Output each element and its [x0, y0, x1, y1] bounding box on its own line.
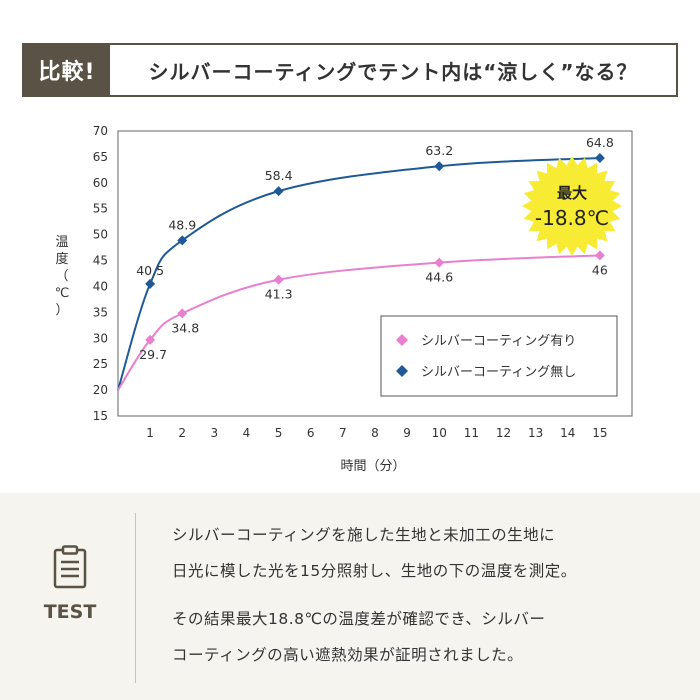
y-tick-label: 35 — [93, 305, 108, 319]
footer-divider — [135, 513, 136, 683]
x-tick-label: 7 — [339, 426, 347, 440]
y-axis-title-char: ℃ — [55, 286, 70, 301]
data-label: 34.8 — [171, 320, 199, 335]
description-paragraph-2: その結果最大18.8℃の温度差が確認でき、シルバー コーティングの高い遮熱効果が… — [172, 601, 545, 673]
y-axis-title-char: ） — [55, 303, 68, 318]
legend-box — [380, 315, 618, 397]
data-label: 29.7 — [139, 347, 167, 362]
description-line: その結果最大18.8℃の温度差が確認でき、シルバー — [172, 610, 546, 628]
description-line: 日光に模した光を15分照射し、生地の下の温度を測定。 — [172, 562, 577, 580]
x-tick-label: 3 — [211, 426, 219, 440]
data-label: 46 — [592, 262, 608, 277]
legend-label: シルバーコーティング有り — [421, 334, 576, 349]
data-point — [177, 235, 188, 246]
y-tick-label: 30 — [93, 331, 108, 345]
x-axis-title: 時間（分） — [340, 459, 405, 474]
max-difference-burst — [522, 156, 622, 256]
y-tick-label: 15 — [93, 409, 108, 423]
data-point — [434, 161, 445, 172]
data-point — [145, 278, 156, 289]
data-label: 64.8 — [586, 135, 614, 150]
x-tick-label: 14 — [560, 426, 575, 440]
y-axis-title-char: 温 — [55, 235, 68, 250]
header-banner: 比較! シルバーコーティングでテント内は“涼しく”なる？ — [22, 43, 678, 97]
data-label: 44.6 — [425, 270, 453, 285]
description-line: シルバーコーティングを施した生地と未加工の生地に — [172, 526, 556, 544]
legend-label: シルバーコーティング無し — [421, 365, 576, 380]
y-tick-label: 50 — [93, 228, 108, 242]
description-line: コーティングの高い遮熱効果が証明されました。 — [172, 646, 524, 664]
y-axis-title-char: 度 — [55, 251, 68, 267]
y-tick-label: 25 — [93, 357, 108, 371]
x-tick-label: 6 — [307, 426, 315, 440]
x-tick-label: 8 — [371, 426, 379, 440]
data-point — [177, 308, 188, 319]
x-tick-label: 5 — [275, 426, 283, 440]
data-label: 58.4 — [265, 168, 293, 183]
header-title: シルバーコーティングでテント内は“涼しく”なる？ — [148, 59, 638, 84]
x-tick-label: 9 — [403, 426, 411, 440]
y-tick-label: 70 — [93, 124, 108, 138]
x-tick-label: 12 — [496, 426, 511, 440]
test-block: TEST — [30, 545, 110, 623]
x-tick-label: 13 — [528, 426, 543, 440]
x-tick-label: 10 — [432, 426, 447, 440]
test-label: TEST — [43, 601, 97, 623]
y-tick-label: 40 — [93, 279, 108, 293]
x-tick-label: 11 — [464, 426, 479, 440]
annotation-line-2: -18.8℃ — [535, 206, 609, 230]
data-point — [145, 334, 156, 345]
y-tick-label: 55 — [93, 202, 108, 216]
description-paragraph-1: シルバーコーティングを施した生地と未加工の生地に 日光に模した光を15分照射し、… — [172, 517, 577, 589]
legend-marker — [396, 365, 408, 377]
data-point — [594, 152, 605, 163]
data-point — [434, 257, 445, 268]
legend-marker — [396, 334, 408, 346]
data-label: 63.2 — [425, 143, 453, 158]
y-axis-title-char: （ — [55, 269, 68, 284]
data-point — [273, 186, 284, 197]
data-label: 41.3 — [265, 287, 293, 302]
data-label: 48.9 — [168, 217, 196, 232]
x-tick-label: 1 — [146, 426, 154, 440]
y-tick-label: 20 — [93, 383, 108, 397]
x-tick-label: 2 — [178, 426, 186, 440]
x-tick-label: 15 — [592, 426, 607, 440]
y-tick-label: 45 — [93, 254, 108, 268]
data-point — [594, 250, 605, 261]
footer-panel: TEST シルバーコーティングを施した生地と未加工の生地に 日光に模した光を15… — [0, 493, 700, 700]
x-tick-label: 4 — [243, 426, 251, 440]
clipboard-icon — [53, 545, 87, 589]
y-tick-label: 65 — [93, 150, 108, 164]
annotation-line-1: 最大 — [557, 184, 587, 202]
header-badge: 比較! — [24, 45, 110, 95]
data-label: 40.5 — [136, 263, 164, 278]
data-point — [273, 274, 284, 285]
y-tick-label: 60 — [93, 176, 108, 190]
series-line — [117, 156, 600, 391]
